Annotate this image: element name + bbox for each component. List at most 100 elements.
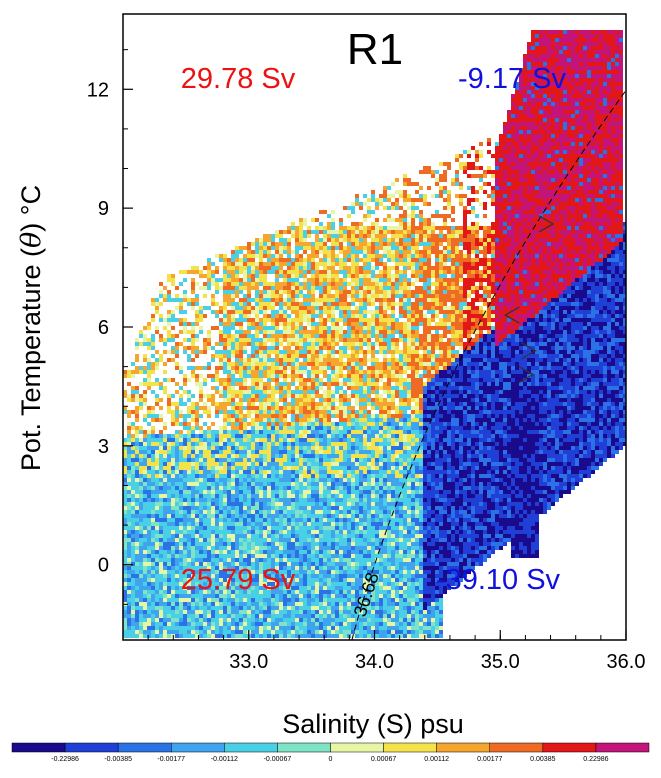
heat-cell [511,198,515,202]
heat-cell [423,334,427,338]
heat-cell [543,138,547,142]
heat-cell [491,270,495,274]
heat-cell [523,334,527,338]
heat-cell [423,166,427,170]
heat-cell [287,246,291,250]
heat-cell [515,254,519,258]
heat-cell [467,262,471,266]
heat-cell [595,198,599,202]
heat-cell [295,234,299,238]
heat-cell [523,310,527,314]
heat-cell [383,326,387,330]
heat-cell [443,162,447,166]
heat-cell [283,290,287,294]
heat-cell [519,90,523,94]
heat-cell [231,354,235,358]
heat-cell [519,330,523,334]
heat-cell [411,258,415,262]
heat-cell [559,42,563,46]
heat-cell [603,310,607,314]
heat-cell [595,114,599,118]
heat-cell [587,78,591,82]
heat-cell [255,354,259,358]
heat-cell [563,346,567,350]
heat-cell [363,246,367,250]
heat-cell [615,170,619,174]
heat-cell [547,158,551,162]
heat-cell [275,302,279,306]
heat-cell [223,310,227,314]
heat-cell [443,294,447,298]
heat-cell [571,70,575,74]
heat-cell [559,66,563,70]
heat-cell [263,298,267,302]
heat-cell [207,262,211,266]
heat-cell [619,150,623,154]
heat-cell [559,294,563,298]
heat-cell [255,266,259,270]
heat-cell [383,346,387,350]
heat-cell [575,98,579,102]
heat-cell [587,230,591,234]
heat-cell [399,238,403,242]
heat-cell [495,342,499,346]
heat-cell [607,62,611,66]
heat-cell [487,250,491,254]
heat-cell [359,274,363,278]
heat-cell [519,286,523,290]
heat-cell [475,290,479,294]
heat-cell [619,202,623,206]
heat-cell [355,298,359,302]
heat-cell [431,214,435,218]
heat-cell [503,166,507,170]
heat-cell [603,290,607,294]
heat-cell [263,330,267,334]
heat-cell [583,102,587,106]
heat-cell [323,346,327,350]
heat-cell [599,282,603,286]
heat-cell [471,314,475,318]
heat-cell [475,334,479,338]
heat-cell [159,354,163,358]
heat-cell [567,178,571,182]
heat-cell [459,346,463,350]
heat-cell [479,178,483,182]
heat-cell [619,74,623,78]
heat-cell [335,322,339,326]
heat-cell [399,254,403,258]
heat-cell [467,350,471,354]
heat-cell [275,322,279,326]
heat-cell [471,338,475,342]
heat-cell [619,346,623,350]
heat-cell [475,250,479,254]
heat-cell [371,278,375,282]
heat-cell [575,90,579,94]
heat-cell [531,246,535,250]
heat-cell [259,270,263,274]
heat-cell [247,306,251,310]
heat-cell [507,110,511,114]
heat-cell [287,262,291,266]
heat-cell [615,166,619,170]
heat-cell [583,42,587,46]
heat-cell [255,350,259,354]
heat-cell [391,330,395,334]
heat-cell [575,110,579,114]
heat-cell [607,106,611,110]
heat-cell [603,250,607,254]
heat-cell [599,302,603,306]
heat-cell [211,302,215,306]
heat-cell [439,322,443,326]
heat-cell [179,310,183,314]
heat-cell [347,294,351,298]
heat-cell [575,182,579,186]
heat-cell [535,70,539,74]
heat-cell [463,210,467,214]
heat-cell [307,258,311,262]
heat-cell [327,302,331,306]
heat-cell [539,270,543,274]
heat-cell [219,354,223,358]
heat-cell [591,110,595,114]
heat-cell [283,246,287,250]
heat-cell [547,306,551,310]
